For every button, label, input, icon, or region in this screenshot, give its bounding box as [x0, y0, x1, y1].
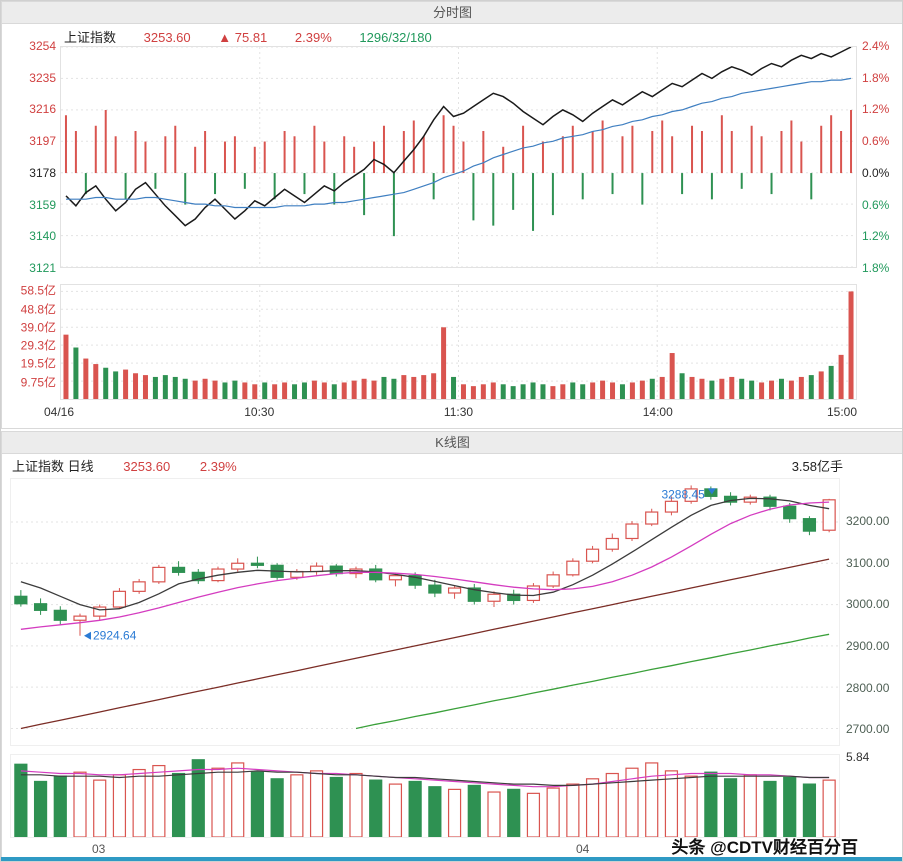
y-axis-label: 3159: [29, 197, 56, 212]
kline-title-bar: K线图: [2, 432, 902, 454]
kline-pct: 2.39%: [199, 459, 237, 474]
kline-x-axis: 03 04: [10, 842, 840, 858]
y-axis-label: 3216: [29, 102, 56, 117]
index-price: 3253.60: [143, 30, 191, 45]
kline-price: 3253.60: [123, 459, 171, 474]
x-axis-label: 11:30: [443, 405, 474, 419]
index-pct: 2.39%: [294, 30, 332, 45]
y-axis-label: 3235: [29, 70, 56, 85]
kline-title: K线图: [435, 435, 470, 450]
intraday-volume-chart[interactable]: [60, 284, 857, 400]
y-axis-label: 3178: [29, 165, 56, 180]
k-axis-label: 3100.00: [846, 555, 890, 570]
x-axis-label: 04/16: [44, 405, 75, 419]
vol-axis-label: 48.8亿: [20, 302, 56, 317]
x-axis-label: 15:00: [826, 405, 857, 419]
intraday-x-axis: 04/16 10:30 11:30 14:00 15:00: [44, 405, 857, 421]
intraday-y-axis-right: 2.4% 1.8% 1.2% 0.6% 0.0% 0.6% 1.2% 1.8%: [862, 39, 902, 275]
kline-vol-axis-label: 5.84: [846, 750, 870, 764]
month-label: 03: [92, 842, 106, 856]
vol-axis-label: 29.3亿: [20, 338, 56, 353]
intraday-y-axis-left: 3254 3235 3216 3197 3178 3159 3140 3121: [6, 39, 56, 275]
advance-decline-counts: 1296/32/180: [359, 30, 432, 45]
kline-candle-chart[interactable]: 3288.45 2924.64: [10, 478, 840, 746]
pct-axis-label: 1.8%: [862, 261, 890, 275]
bottom-strip: [1, 857, 902, 861]
pct-axis-label: 2.4%: [862, 39, 890, 53]
kline-volume-chart[interactable]: [10, 754, 840, 838]
x-axis-label: 14:00: [642, 405, 673, 419]
y-axis-label: 3140: [29, 229, 56, 244]
k-axis-label: 3200.00: [846, 514, 890, 529]
k-axis-label: 2700.00: [846, 722, 890, 737]
intraday-title: 分时图: [432, 5, 472, 20]
month-label: 04: [576, 842, 590, 856]
kline-volume-readout: 3.58亿手: [791, 459, 843, 474]
k-axis-label: 3000.00: [846, 597, 890, 612]
k-axis-label: 2900.00: [846, 639, 890, 654]
pct-axis-label: 1.2%: [862, 102, 890, 117]
vol-axis-label: 58.5亿: [20, 283, 56, 298]
intraday-price-chart[interactable]: [60, 46, 857, 268]
index-name: 上证指数: [64, 30, 117, 45]
x-axis-label: 10:30: [244, 405, 275, 419]
vol-axis-label: 19.5亿: [20, 356, 56, 371]
pct-axis-label: 1.2%: [862, 229, 890, 244]
y-axis-label: 3197: [29, 134, 56, 149]
svg-text:3288.45: 3288.45: [661, 487, 705, 501]
intraday-volume-axis: 58.5亿 48.8亿 39.0亿 29.3亿 19.5亿 9.75亿: [6, 284, 56, 400]
watermark: 头条 @CDTV财经百分百: [671, 838, 858, 857]
pct-axis-label: 0.6%: [862, 197, 890, 212]
intraday-title-bar: 分时图: [2, 2, 902, 24]
index-change: ▲ 75.81: [218, 30, 268, 45]
kline-y-axis: 3200.00 3100.00 3000.00 2900.00 2800.00 …: [846, 478, 902, 746]
svg-text:2924.64: 2924.64: [93, 629, 137, 643]
intraday-header: 上证指数 3253.60 ▲ 75.81 2.39% 1296/32/180: [64, 27, 456, 46]
kline-index-name: 上证指数 日线: [12, 459, 94, 474]
intraday-section: 分时图 上证指数 3253.60 ▲ 75.81 2.39% 1296/32/1…: [1, 1, 902, 429]
pct-axis-label: 0.6%: [862, 134, 890, 149]
y-axis-label: 3121: [29, 261, 56, 275]
vol-axis-label: 39.0亿: [20, 320, 56, 335]
kline-header: 上证指数 日线 3253.60 2.39%: [12, 456, 263, 475]
vol-axis-label: 9.75亿: [20, 375, 56, 390]
pct-axis-label: 0.0%: [862, 165, 890, 180]
y-axis-label: 3254: [29, 39, 56, 53]
kline-section: K线图 上证指数 日线 3253.60 2.39% 3.58亿手 3288.45…: [1, 431, 902, 861]
pct-axis-label: 1.8%: [862, 70, 890, 85]
k-axis-label: 2800.00: [846, 680, 890, 695]
